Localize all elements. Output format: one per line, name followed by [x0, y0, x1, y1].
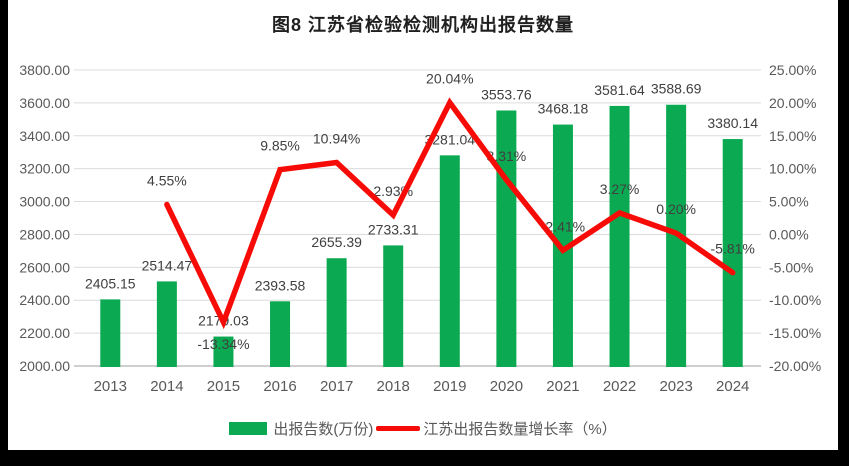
photo-border-right [838, 0, 849, 466]
x-axis-category-label: 2020 [490, 378, 523, 395]
x-axis-category-label: 2019 [433, 378, 466, 395]
bar-value-label: 2514.47 [142, 257, 193, 273]
line-value-label: -13.34% [197, 336, 249, 352]
photo-border-left [0, 0, 8, 466]
x-axis-category-label: 2013 [94, 378, 127, 395]
left-axis-tick-label: 2400.00 [19, 292, 70, 308]
line-value-label: -2.41% [541, 218, 585, 234]
right-axis-tick-label: -5.00% [769, 259, 813, 275]
bar-value-label: 3468.18 [538, 101, 589, 117]
bar-2024 [722, 139, 743, 367]
bar-value-label: 3588.69 [651, 81, 702, 97]
bar-value-label: 2405.15 [85, 275, 136, 291]
left-axis-tick-label: 3400.00 [19, 128, 70, 144]
right-axis-tick-label: -20.00% [769, 358, 821, 374]
bar-value-label: 2655.39 [311, 234, 362, 250]
growth-rate-line [164, 97, 736, 330]
line-value-label: 0.20% [656, 201, 696, 217]
legend-bar-swatch [229, 422, 268, 435]
bar-value-label: 3553.76 [481, 86, 532, 102]
bar-value-label: 3380.14 [707, 115, 758, 131]
x-axis-category-label: 2014 [150, 378, 183, 395]
line-value-label: 9.85% [260, 138, 300, 154]
legend-line-label: 江苏出报告数量增长率（%） [423, 421, 617, 438]
bar-2016 [270, 301, 291, 367]
legend-bar-label: 出报告数(万份) [273, 421, 374, 438]
photo-border-bottom [0, 450, 849, 466]
line-value-label: 4.55% [147, 173, 187, 189]
line-value-label: 10.94% [313, 130, 360, 146]
bar-2015 [213, 336, 234, 367]
chart-title: 图8 江苏省检验检测机构出报告数量 [271, 15, 574, 35]
right-axis-tick-label: 0.00% [769, 226, 809, 242]
x-axis-category-label: 2018 [377, 378, 410, 395]
x-axis-category-label: 2016 [263, 378, 296, 395]
x-axis-category-label: 2017 [320, 378, 353, 395]
line-value-label: 20.04% [426, 71, 473, 87]
right-axis-tick-label: 20.00% [769, 95, 816, 111]
left-axis-tick-label: 2200.00 [19, 325, 70, 341]
bar-2019 [439, 155, 460, 367]
bar-value-label: 3281.04 [424, 131, 475, 147]
x-axis-category-label: 2021 [546, 378, 579, 395]
right-axis-tick-label: 5.00% [769, 194, 809, 210]
bar-2022 [609, 105, 630, 368]
left-axis-tick-label: 3200.00 [19, 161, 70, 177]
line-value-label: 3.27% [600, 181, 640, 197]
bar-2018 [383, 245, 404, 367]
bar-2013 [100, 299, 121, 367]
line-value-label: 8.31% [487, 148, 527, 164]
bar-value-label: 2393.58 [255, 277, 306, 293]
right-axis-tick-label: -10.00% [769, 292, 821, 308]
left-axis-tick-label: 3600.00 [19, 95, 70, 111]
left-axis-tick-label: 3800.00 [19, 62, 70, 78]
left-axis-tick-label: 2600.00 [19, 259, 70, 275]
x-axis-category-label: 2023 [659, 378, 692, 395]
legend-line-swatch [376, 426, 421, 431]
bar-2021 [552, 124, 573, 368]
left-axis-tick-label: 2800.00 [19, 226, 70, 242]
right-axis-tick-label: 15.00% [769, 128, 816, 144]
left-axis-tick-label: 2000.00 [19, 358, 70, 374]
bar-value-label: 3581.64 [594, 82, 645, 98]
right-axis-tick-label: -15.00% [769, 325, 821, 341]
line-value-label: -5.81% [711, 241, 755, 257]
left-axis-tick-label: 3000.00 [19, 194, 70, 210]
right-axis-tick-label: 25.00% [769, 62, 816, 78]
x-axis-category-label: 2022 [603, 378, 636, 395]
right-axis-tick-label: 10.00% [769, 161, 816, 177]
bar-2017 [326, 258, 347, 367]
x-axis-category-label: 2024 [716, 378, 749, 395]
chart-legend: 出报告数(万份) 江苏出报告数量增长率（%） [8, 418, 838, 439]
x-axis-category-label: 2015 [207, 378, 240, 395]
bar-value-label: 2733.31 [368, 221, 419, 237]
bar-2014 [156, 281, 177, 367]
